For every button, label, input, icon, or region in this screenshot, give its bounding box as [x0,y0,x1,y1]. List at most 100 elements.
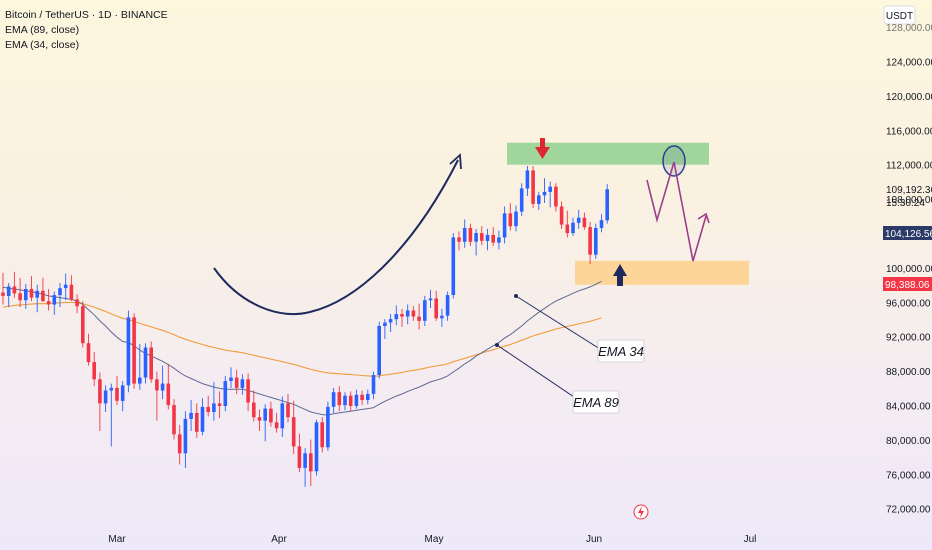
ema89-value-label: 98,388.06 [885,280,930,291]
drawings-layer: EMA 34 EMA 89 [213,138,710,520]
candle [138,344,142,390]
candle [457,231,461,251]
time-axis[interactable]: Mar Apr May Jun Jul [108,534,756,545]
candle [411,306,416,321]
red-down-arrow-icon [535,138,550,159]
target-circle[interactable] [662,145,686,177]
candle [405,304,410,325]
candle [599,214,604,233]
candle [81,301,85,348]
candle [206,395,210,417]
candle [514,205,518,232]
y-tick-label: 120,000.00 [886,92,932,103]
ema34-callout-line [515,295,601,350]
y-tick-label: 100,000.00 [886,264,932,275]
candle [394,305,399,326]
candle [480,226,484,246]
currency-badge[interactable] [883,5,916,25]
candle [160,365,165,400]
candle [337,386,342,412]
candle [314,419,319,476]
candle [286,393,290,423]
candle [149,341,153,383]
candle [491,227,495,247]
ema-layer [2,280,602,416]
candle [309,439,313,486]
ema89-callout-line [496,344,578,400]
candle [554,183,558,212]
y-tick-label: 108,000.00 [886,195,932,206]
chart-legend[interactable]: Bitcoin / TetherUS · 1D · BINANCE EMA (8… [5,8,168,53]
ema34-legend-item[interactable]: EMA (34, close) [5,39,80,51]
candle [92,351,96,387]
candle [548,181,552,208]
candle [559,201,564,229]
lightning-icon[interactable] [633,504,649,520]
candle [58,283,62,308]
candle [257,409,262,431]
candle [371,371,376,400]
ema34-line [2,280,602,416]
support-zone[interactable] [575,260,749,285]
candle [320,417,324,453]
candle [18,277,22,308]
candle [582,212,587,230]
projection-path[interactable] [646,161,707,262]
candle [229,367,233,388]
candle [377,321,381,379]
last-price-label: 109,192.36 [886,185,932,196]
cup-arrowhead [449,153,462,170]
candle [172,399,176,440]
ema89-legend-item[interactable]: EMA (89, close) [5,24,80,36]
ema34-value-badge [883,226,932,240]
candle [35,284,39,313]
candle [252,390,256,422]
candle [143,343,148,384]
candle [542,178,547,204]
price-axis[interactable]: USDT 124,000.00 120,000.00 116,000.00 112,0… [862,0,932,530]
candle [246,373,250,412]
candle [126,310,131,393]
candle [86,333,91,366]
resistance-zone[interactable] [507,142,709,165]
candle [445,291,450,321]
candles-layer [1,166,609,487]
candle [423,295,427,327]
candle [52,291,57,315]
candle [200,398,205,436]
candle [12,271,17,298]
candle [326,401,330,451]
cup-curve-arrow[interactable] [213,159,459,316]
symbol-title[interactable]: Bitcoin / TetherUS · 1D · BINANCE [5,9,168,21]
candle [525,166,530,197]
candle [234,369,239,394]
candle [565,210,570,238]
candle [69,275,74,302]
x-tick-label: May [425,534,444,545]
y-axis-ticks: 124,000.00 120,000.00 116,000.00 112,000.00… [886,23,932,516]
currency-label: USDT [886,11,913,22]
candle [331,387,336,413]
candle [269,401,273,427]
candle [212,381,216,421]
candle [451,233,456,299]
candle [388,313,393,333]
zones-layer [507,142,749,285]
candle [383,319,387,339]
ema89-callout-dot [495,343,499,347]
candle [183,411,188,468]
candle [366,389,370,405]
ema89-label: EMA 89 [573,395,619,410]
candle [502,206,507,244]
ema34-callout-dot [514,294,518,298]
y-tick-label: 92,000.00 [886,333,931,344]
ema89-value-badge [883,277,932,291]
candle [354,389,359,409]
y-tick-label: 112,000.00 [886,161,932,172]
candle [217,391,222,419]
candle [605,184,609,224]
candle [360,390,364,406]
candle [120,381,125,412]
